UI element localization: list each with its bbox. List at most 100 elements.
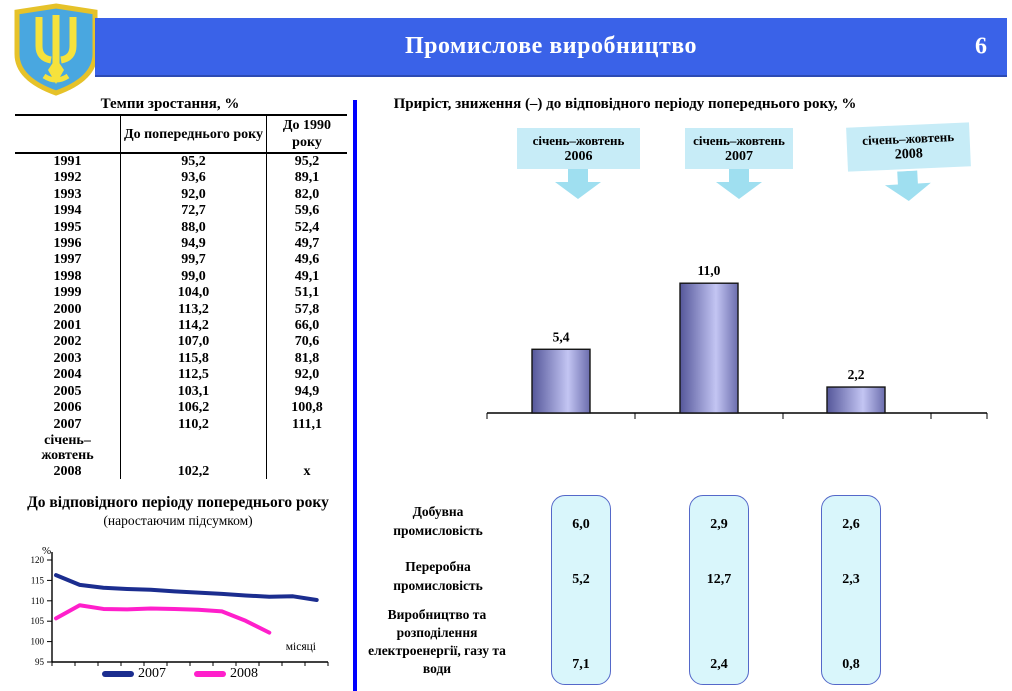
sector-value: 0,8 bbox=[842, 657, 860, 672]
sector-value: 7,1 bbox=[572, 657, 590, 672]
table-row: 1994 72,7 59,6 bbox=[15, 203, 347, 220]
year-cell: 2007 bbox=[53, 416, 82, 432]
year-cell: 2001 bbox=[53, 318, 82, 334]
value-cell: 88,0 bbox=[120, 219, 267, 237]
bar-січень–жовтень 2006 bbox=[531, 348, 591, 414]
value-cell: 89,1 bbox=[266, 170, 347, 187]
y-tick-label: 95 bbox=[35, 657, 45, 667]
value-cell: 110,2 bbox=[120, 416, 267, 433]
table-row: 2003 115,8 81,8 bbox=[15, 350, 347, 368]
value-cell: 72,7 bbox=[120, 203, 267, 220]
y-tick-label: 105 bbox=[31, 616, 45, 626]
down-arrow-icon bbox=[555, 169, 601, 199]
value-cell: 113,2 bbox=[120, 301, 267, 319]
legend-swatch bbox=[194, 671, 226, 677]
growth-table: До попереднього року До 1990 року 1991 95… bbox=[15, 114, 347, 479]
value-cell: 49,7 bbox=[266, 236, 347, 253]
value-cell: 92,0 bbox=[120, 186, 267, 204]
value-cell: 104,0 bbox=[120, 285, 267, 302]
value-cell: 114,2 bbox=[120, 318, 267, 335]
bar-value-label: 11,0 bbox=[698, 263, 721, 278]
table-row: 2007 110,2 111,1 bbox=[15, 416, 347, 433]
table-row: січень– жовтень 2008 102,2 х bbox=[15, 432, 347, 479]
year-cell: 1998 bbox=[53, 268, 82, 284]
value-cell: 115,8 bbox=[120, 350, 267, 368]
table-row: 1999 104,0 51,1 bbox=[15, 285, 347, 302]
value-cell: 99,0 bbox=[120, 268, 267, 286]
sector-value: 12,7 bbox=[706, 572, 732, 587]
value-cell: 95,2 bbox=[120, 153, 267, 171]
right-section-title: Приріст, зниження (–) до відповідного пе… bbox=[393, 96, 857, 112]
legend-item: 2008 bbox=[194, 666, 258, 682]
section-divider bbox=[353, 100, 357, 691]
line-chart-xlabel: місяці bbox=[285, 641, 316, 653]
value-cell: 102,2 bbox=[120, 432, 267, 479]
bar-value-label: 5,4 bbox=[553, 329, 570, 344]
table-row: 2005 103,1 94,9 bbox=[15, 383, 347, 401]
table-row: 1997 99,7 49,6 bbox=[15, 252, 347, 269]
line-chart-svg: 95 100 105 110 115 120 bbox=[31, 552, 329, 667]
sector-value: 2,9 bbox=[710, 517, 728, 532]
period-box-2006: січень–жовтень 2006 bbox=[517, 128, 640, 169]
table-row: 1991 95,2 95,2 bbox=[15, 153, 347, 171]
line-chart-subtitle: (наростаючим підсумком) bbox=[103, 513, 253, 528]
value-cell: 66,0 bbox=[266, 318, 347, 335]
table-row: 2006 106,2 100,8 bbox=[15, 400, 347, 417]
value-cell: 59,6 bbox=[266, 203, 347, 220]
line-chart-title: До відповідного періоду попереднього рок… bbox=[27, 494, 329, 511]
bar-січень–жовтень 2008 bbox=[826, 386, 886, 414]
value-cell: 99,7 bbox=[120, 252, 267, 269]
series-line-2008 bbox=[54, 603, 272, 635]
line-chart-legend: 2007 2008 bbox=[10, 666, 350, 682]
table-row: 1995 88,0 52,4 bbox=[15, 219, 347, 237]
value-cell: х bbox=[266, 432, 347, 479]
sector-value: 2,3 bbox=[842, 572, 860, 587]
table-row: 1993 92,0 82,0 bbox=[15, 186, 347, 204]
period-box-2008: січень–жовтень 2008 bbox=[846, 122, 971, 172]
sector-panel: 2,6 2,3 0,8 bbox=[821, 495, 881, 685]
value-cell: 94,9 bbox=[120, 236, 267, 253]
value-cell: 94,9 bbox=[266, 383, 347, 401]
value-cell: 100,8 bbox=[266, 400, 347, 417]
year-cell: 1991 bbox=[53, 154, 82, 169]
sector-panel: 2,9 12,7 2,4 bbox=[689, 495, 749, 685]
legend-item: 2007 bbox=[102, 666, 166, 682]
y-tick-label: 110 bbox=[31, 596, 45, 606]
period-box-2007: січень–жовтень 2007 bbox=[685, 128, 793, 169]
year-cell: 2002 bbox=[53, 334, 82, 350]
value-cell: 49,6 bbox=[266, 252, 347, 269]
sector-value: 2,4 bbox=[710, 657, 728, 672]
value-cell: 51,1 bbox=[266, 285, 347, 302]
table-row: 1992 93,6 89,1 bbox=[15, 170, 347, 187]
y-tick-label: 115 bbox=[31, 575, 45, 585]
ukraine-coat-of-arms-icon bbox=[14, 3, 98, 96]
year-cell: 2003 bbox=[53, 350, 82, 366]
legend-swatch bbox=[102, 671, 134, 677]
value-cell: 70,6 bbox=[266, 334, 347, 351]
year-cell: 1994 bbox=[53, 203, 82, 219]
value-cell: 106,2 bbox=[120, 400, 267, 417]
period-year: 2007 bbox=[725, 148, 753, 164]
period-label: січень–жовтень bbox=[532, 132, 625, 148]
value-cell: 82,0 bbox=[266, 186, 347, 204]
down-arrow-icon bbox=[884, 170, 931, 201]
slide-title: Промислове виробництво bbox=[404, 33, 698, 59]
value-cell: 49,1 bbox=[266, 268, 347, 286]
bar-value-label: 2,2 bbox=[848, 367, 865, 382]
col-header-1990: До 1990 року bbox=[266, 114, 347, 154]
line-chart-ylabel: % bbox=[42, 545, 52, 557]
table-row: 1998 99,0 49,1 bbox=[15, 268, 347, 286]
year-cell: 1997 bbox=[53, 252, 82, 268]
table-row: 2000 113,2 57,8 bbox=[15, 301, 347, 319]
year-cell: 1996 bbox=[53, 236, 82, 252]
value-cell: 103,1 bbox=[120, 383, 267, 401]
year-cell: 2006 bbox=[53, 400, 82, 416]
series-line-2007 bbox=[54, 573, 319, 602]
value-cell: 112,5 bbox=[120, 367, 267, 384]
value-cell: 52,4 bbox=[266, 219, 347, 237]
table-row: 2001 114,2 66,0 bbox=[15, 318, 347, 335]
down-arrow-icon bbox=[716, 169, 762, 199]
growth-table-title: Темпи зростання, % bbox=[100, 96, 240, 112]
value-cell: 111,1 bbox=[266, 416, 347, 433]
